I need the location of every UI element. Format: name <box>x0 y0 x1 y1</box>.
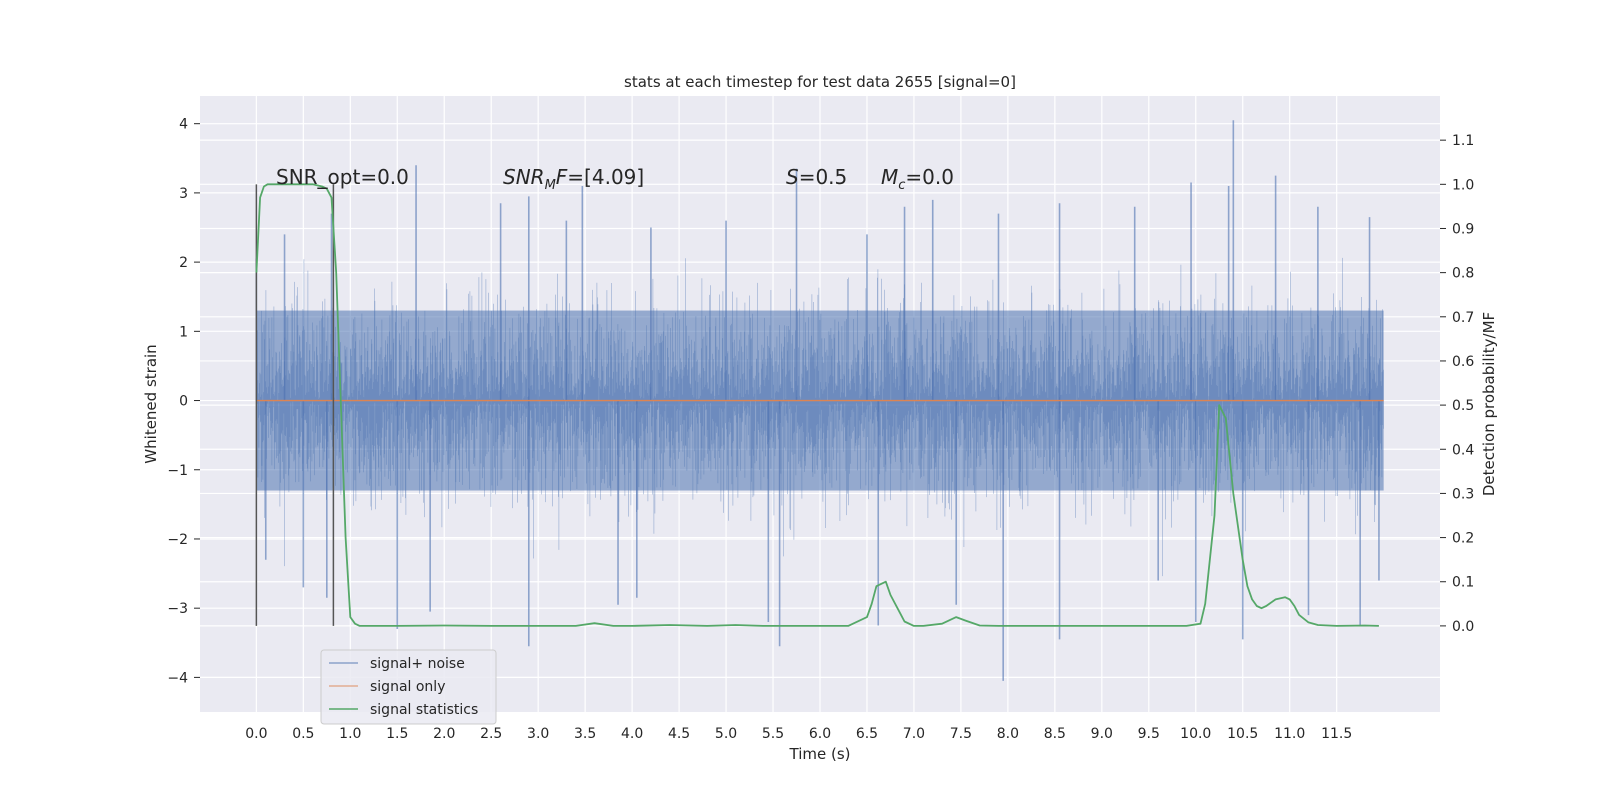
x-tick-label: 6.0 <box>809 726 831 742</box>
x-tick-label: 10.5 <box>1227 726 1258 742</box>
signal-statistics-line <box>255 183 1379 627</box>
x-tick-label: 5.0 <box>715 726 737 742</box>
x-axis: 0.0 0.5 1.0 1.5 2.0 2.5 3.0 3.5 4.0 4.5 5.0 5.5 6.0 6… <box>245 726 1352 742</box>
x-tick-label: 7.0 <box>903 726 925 742</box>
y2-tick-label: 1.0 <box>1452 177 1474 193</box>
legend-label-signal-only: signal only <box>370 679 445 695</box>
x-tick-label: 4.5 <box>668 726 690 742</box>
y2-tick-label: 0.2 <box>1452 531 1474 547</box>
y-axis-left: 4 3 2 1 0 −1 −2 −3 −4 <box>167 117 200 686</box>
y2-tick-label: 0.0 <box>1452 619 1474 635</box>
y-axis-right: 1.1 1.0 0.9 0.8 0.7 0.6 0.5 0.4 0.3 0.2 0.1 0.0 <box>1440 133 1474 635</box>
x-tick-label: 2.5 <box>480 726 502 742</box>
chart-title: stats at each timestep for test data 265… <box>624 73 1016 91</box>
annotation-snr-mf-value: =[4.09] <box>567 165 644 189</box>
x-tick-label: 3.5 <box>574 726 596 742</box>
y2-tick-label: 0.7 <box>1452 310 1474 326</box>
x-tick-label: 7.5 <box>950 726 972 742</box>
x-tick-label: 1.0 <box>339 726 361 742</box>
annotation-mc: Mc=0.0 <box>881 165 954 193</box>
x-tick-label: 9.5 <box>1138 726 1160 742</box>
x-tick-label: 10.0 <box>1180 726 1211 742</box>
legend-box <box>320 649 497 725</box>
x-tick-label: 2.0 <box>433 726 455 742</box>
y-tick-label: 2 <box>179 255 188 271</box>
annotation-mc-label: M <box>881 165 898 189</box>
y2-tick-label: 1.1 <box>1452 133 1474 149</box>
annotation-mc-value: =0.0 <box>905 165 954 189</box>
x-tick-label: 0.0 <box>245 726 267 742</box>
x-tick-label: 5.5 <box>762 726 784 742</box>
annotation-s-value: =0.5 <box>799 165 848 189</box>
annotation-snr-mf-label: SNR <box>503 165 545 189</box>
y-tick-label: −1 <box>167 463 188 479</box>
y2-tick-label: 0.6 <box>1452 354 1474 370</box>
y2-tick-label: 0.8 <box>1452 266 1474 282</box>
y-tick-label: −3 <box>167 601 188 617</box>
y-tick-label: 1 <box>179 324 188 340</box>
x-tick-label: 1.5 <box>386 726 408 742</box>
y2-tick-label: 0.4 <box>1452 442 1474 458</box>
y-tick-label: −4 <box>167 670 188 686</box>
annotation-snr-mf: SNRMF=[4.09] <box>503 165 644 193</box>
x-axis-label: Time (s) <box>789 745 851 763</box>
x-tick-label: 8.5 <box>1044 726 1066 742</box>
y-tick-label: 0 <box>179 394 188 410</box>
annotation-snr-mf-f: F <box>556 165 568 189</box>
y-tick-label: −2 <box>167 532 188 548</box>
signal-statistics-series <box>255 183 1379 627</box>
annotation-snr-opt: SNR_opt=0.0 <box>276 165 409 189</box>
y2-tick-label: 0.3 <box>1452 486 1474 502</box>
annotation-snr-mf-sub: M <box>545 178 556 193</box>
x-tick-label: 6.5 <box>856 726 878 742</box>
y-axis-label: Whitened strain <box>142 344 160 463</box>
legend-label-signal-statistics: signal statistics <box>370 702 478 718</box>
legend-label-signal-noise: signal+ noise <box>370 656 465 672</box>
x-tick-label: 9.0 <box>1091 726 1113 742</box>
y2-tick-label: 0.1 <box>1452 575 1474 591</box>
x-tick-label: 8.0 <box>997 726 1019 742</box>
annotation-s: S=0.5 <box>786 165 847 189</box>
y2-tick-label: 0.5 <box>1452 398 1474 414</box>
y2-tick-label: 0.9 <box>1452 221 1474 237</box>
legend: signal+ noise signal only signal statist… <box>320 649 497 725</box>
annotation-mc-sub: c <box>898 178 905 193</box>
y-tick-label: 4 <box>179 117 188 133</box>
x-tick-label: 11.0 <box>1274 726 1305 742</box>
y2-axis-label: Detection probability/MF <box>1480 312 1498 496</box>
x-tick-label: 3.0 <box>527 726 549 742</box>
y-tick-label: 3 <box>179 186 188 202</box>
x-tick-label: 0.5 <box>292 726 314 742</box>
annotation-s-label: S <box>786 165 799 189</box>
x-tick-label: 11.5 <box>1321 726 1352 742</box>
x-tick-label: 4.0 <box>621 726 643 742</box>
